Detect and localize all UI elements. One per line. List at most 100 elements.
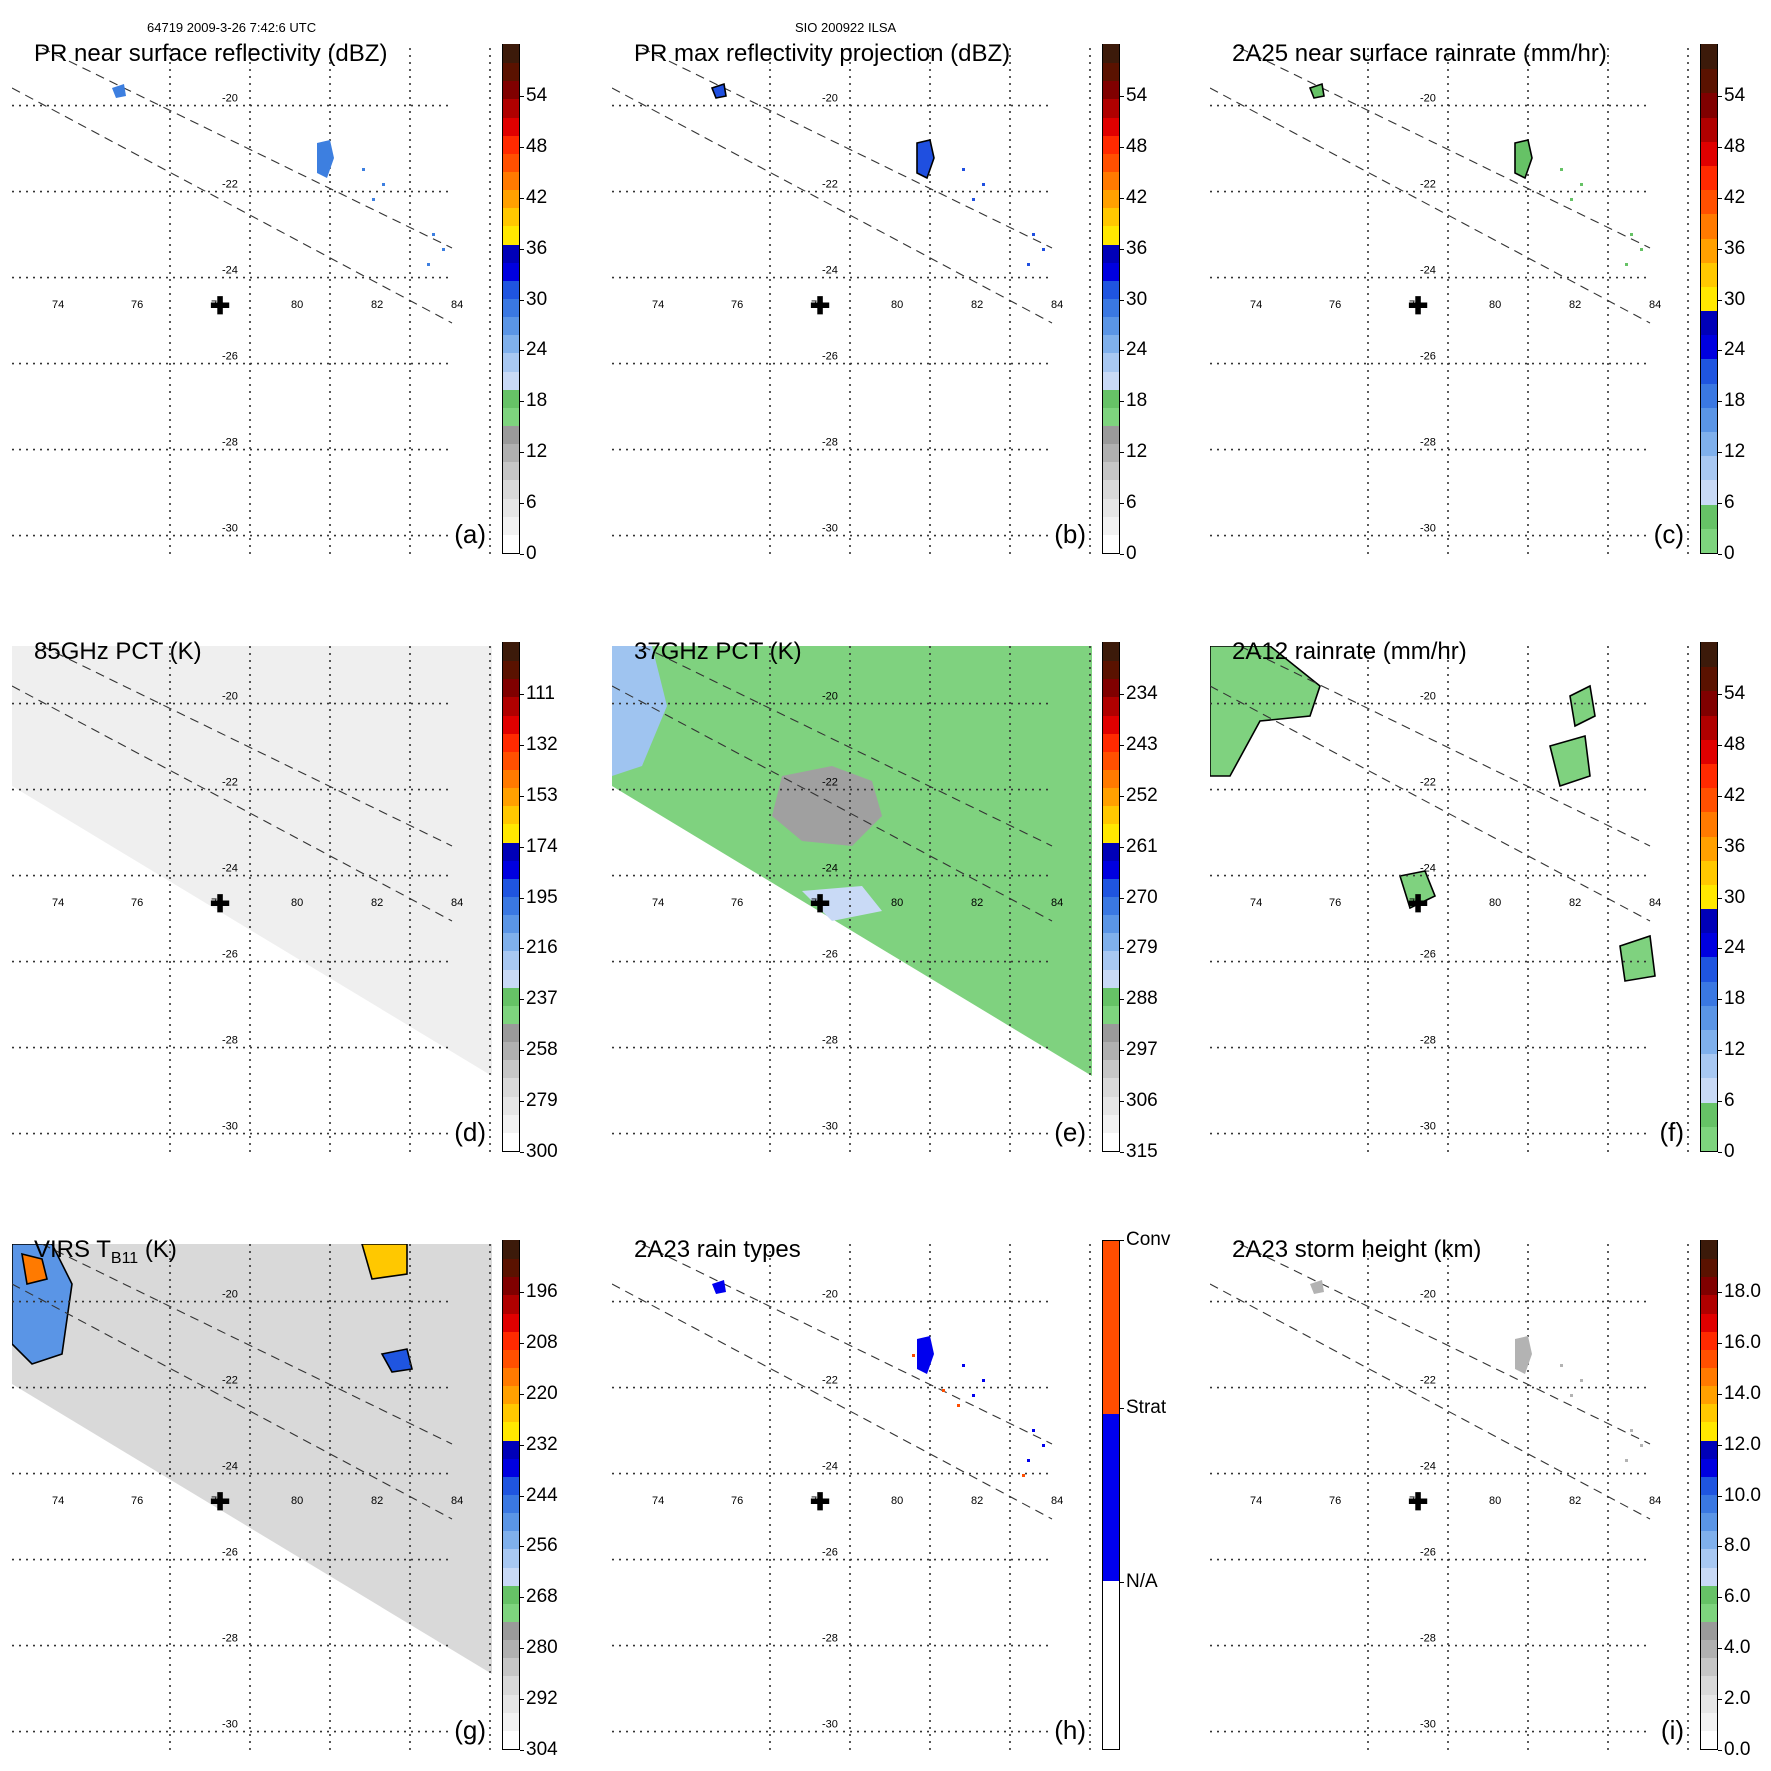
colorbar-tick-label: 243 [1126, 733, 1158, 755]
lat-tick-label: -22 [1420, 777, 1436, 789]
colorbar-tick [520, 1444, 524, 1446]
colorbar-tick [520, 1495, 524, 1497]
colorbar-segment [503, 1040, 519, 1061]
colorbar-segment [1701, 91, 1717, 118]
colorbar-segment [1701, 430, 1717, 457]
lon-tick-label: 82 [971, 897, 983, 909]
pr-swath-edges [1210, 48, 1651, 324]
colorbar-segment [1701, 1656, 1717, 1677]
pr-swath-edges [612, 646, 1053, 922]
colorbar-tick [1120, 1152, 1124, 1153]
colorbar-segment [1701, 406, 1717, 433]
lon-tick-label: 80 [291, 299, 303, 311]
pr-swath-edges [12, 646, 453, 922]
colorbar-tick [1120, 744, 1124, 746]
colorbar-tick-label: 268 [526, 1586, 558, 1608]
colorbar-tick-label: 54 [526, 85, 548, 106]
rain-echo-pixel [1570, 198, 1573, 201]
colorbar-segment [1701, 478, 1717, 505]
lat-tick-label: -28 [222, 1633, 238, 1645]
colorbar-tick-label: 6 [1724, 1090, 1735, 1112]
lat-tick-label: -24 [1420, 1461, 1436, 1473]
colorbar-segment [1701, 665, 1717, 692]
colorbar-segment [1103, 732, 1119, 752]
lon-tick-label: 84 [1649, 897, 1661, 909]
lat-tick-label: -20 [222, 1289, 238, 1301]
colorbar-segment [1103, 1581, 1119, 1749]
rain-echo-pixel [1640, 248, 1643, 251]
lat-tick-label: -20 [222, 691, 238, 703]
graticule: -20 -22 -24 -26 -28 -30 74 76 78 80 82 84 [12, 1244, 491, 1754]
lat-tick-label: -24 [1420, 265, 1436, 277]
rain-area [1398, 870, 1437, 910]
lon-tick-label: 78 [811, 299, 823, 311]
colorbar-tick-label: 280 [526, 1637, 558, 1659]
colorbar-segment [503, 1257, 519, 1278]
colorbar-tick [1718, 248, 1722, 250]
colorbar-tick-label: 315 [1126, 1141, 1158, 1162]
colorbar-segment [1701, 1693, 1717, 1713]
colorbar-tick [520, 401, 524, 403]
graticule: -20 -22 -24 -26 -28 -30 74 76 78 80 82 84 [612, 646, 1091, 1156]
colorbar-segment [1701, 786, 1717, 813]
colorbar [1700, 641, 1718, 1152]
lat-tick-label: -30 [1420, 523, 1436, 535]
graticule: -20 -22 -24 -26 -28 -30 74 76 78 80 82 84 [1210, 646, 1689, 1156]
colorbar-tick [1718, 197, 1722, 199]
colorbar-segment [1103, 968, 1119, 988]
lat-tick-label: -26 [222, 1547, 238, 1559]
map-plot: -20 -22 -24 -26 -28 -30 74 76 78 80 82 84 ✚ [12, 646, 492, 1156]
rain-echo-pixel [1027, 263, 1030, 266]
colorbar-tick [520, 897, 524, 899]
cold-cloud-top [21, 1252, 48, 1285]
panel-title-unit: (K) [138, 1236, 177, 1263]
colorbar-segment [1103, 659, 1119, 680]
rain-area [1210, 646, 1321, 777]
convective-pixel [942, 1389, 945, 1392]
colorbar-segment [503, 442, 519, 463]
lon-tick-label: 78 [211, 897, 223, 909]
colorbar-segment [1701, 1275, 1717, 1296]
colorbar-tick-label: 256 [526, 1535, 558, 1557]
colorbar-tick [1120, 1050, 1124, 1052]
colorbar-segment [503, 1584, 519, 1604]
rain-echo-pixel [362, 168, 365, 171]
lon-tick-label: 80 [891, 1495, 903, 1507]
colorbar-tick-label: 18.0 [1724, 1281, 1761, 1302]
colorbar-tick-label: 54 [1126, 85, 1148, 106]
swath-edge-line [12, 685, 453, 922]
rain-echo-pixel [1560, 168, 1563, 171]
colorbar-tick [1718, 503, 1722, 505]
colorbar-segment [1701, 1330, 1717, 1350]
colorbar-segment [503, 1076, 519, 1097]
lat-tick-label: -30 [822, 1719, 838, 1731]
storm-center-cross: ✚ [210, 293, 230, 320]
colorbar-tick-label: 258 [526, 1039, 558, 1061]
map-plot: -20 -22 -24 -26 -28 -30 74 76 78 80 82 84 ✚ [1210, 48, 1689, 558]
lon-tick-label: 82 [971, 299, 983, 311]
colorbar-tick-label: 36 [526, 237, 548, 259]
colorbar-tick [1120, 146, 1124, 148]
colorbar-segment [1701, 1028, 1717, 1055]
rain-echo-pixel [1027, 1459, 1030, 1462]
rain-echo-pixel [982, 183, 985, 186]
colorbar-segment [1103, 116, 1119, 136]
colorbar-segment [1103, 859, 1119, 879]
colorbar-segment [1103, 714, 1119, 734]
colorbar-segment [1103, 261, 1119, 281]
colorbar-segment [503, 1457, 519, 1477]
colorbar-tick-label: 12 [1724, 441, 1746, 463]
rain-echo-pixel [427, 263, 430, 266]
colorbar-segment [1103, 424, 1119, 445]
lat-tick-label: -22 [222, 1375, 238, 1387]
swath-edge-line [612, 685, 1053, 922]
colorbar-tick-label: 234 [1126, 683, 1158, 704]
colorbar-segment [503, 279, 519, 299]
rain-echo-pixel [1042, 1444, 1045, 1447]
colorbar-segment [1103, 1040, 1119, 1061]
colorbar-tick [520, 1050, 524, 1052]
colorbar-segment [1103, 695, 1119, 716]
panel-title: 37GHz PCT (K) [634, 638, 802, 665]
lat-tick-label: -24 [222, 1461, 238, 1473]
colorbar-tick-label: 261 [1126, 835, 1158, 857]
